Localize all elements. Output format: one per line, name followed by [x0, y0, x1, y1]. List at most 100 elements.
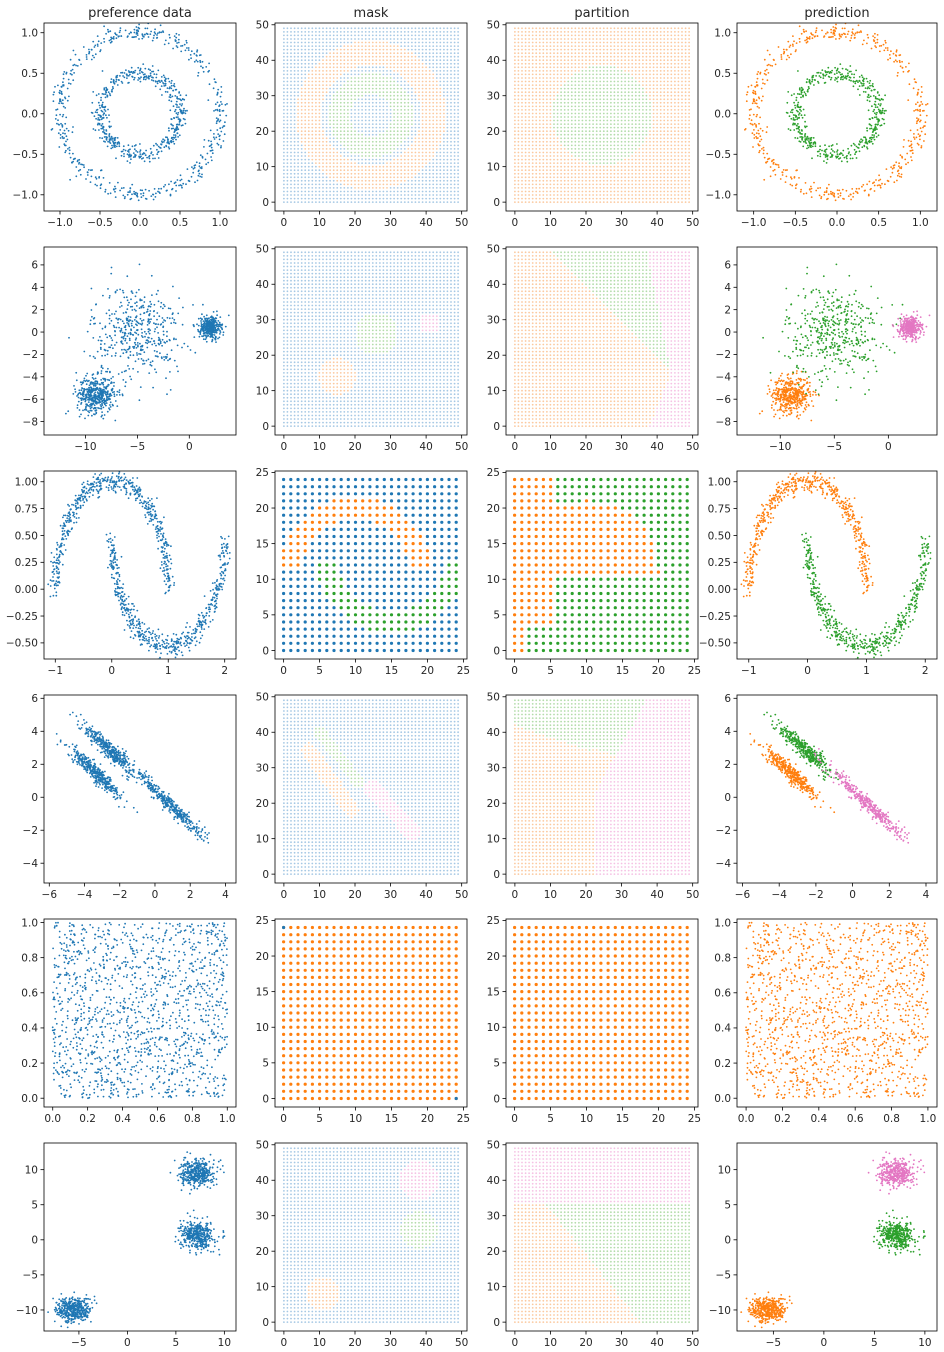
- grid-point: [443, 140, 445, 143]
- grid-point: [311, 109, 314, 111]
- grid-point: [595, 137, 598, 140]
- grid-point: [311, 130, 314, 133]
- grid-point: [382, 133, 385, 136]
- grid-point: [382, 119, 385, 122]
- grid-point: [357, 119, 360, 122]
- data-point: [104, 91, 107, 93]
- grid-point: [418, 137, 420, 140]
- grid-point: [588, 48, 591, 51]
- grid-point: [368, 201, 371, 204]
- grid-point: [389, 62, 392, 65]
- data-point: [148, 189, 151, 192]
- data-point: [163, 141, 165, 143]
- data-point: [216, 91, 219, 94]
- grid-point: [585, 151, 587, 154]
- grid-point: [428, 41, 431, 44]
- grid-point: [421, 137, 424, 140]
- grid-point: [368, 73, 371, 76]
- data-point: [133, 148, 136, 151]
- grid-point: [304, 158, 307, 161]
- grid-point: [300, 183, 303, 186]
- grid-point: [602, 130, 605, 133]
- grid-point: [418, 165, 420, 168]
- grid-point: [396, 140, 399, 143]
- grid-point: [432, 112, 435, 115]
- grid-point: [613, 48, 616, 51]
- grid-point: [432, 84, 435, 86]
- data-point: [122, 145, 125, 148]
- grid-point: [322, 109, 324, 111]
- grid-point: [602, 169, 605, 172]
- grid-point: [606, 158, 609, 161]
- grid-point: [613, 183, 616, 186]
- grid-point: [521, 31, 523, 33]
- data-point: [123, 72, 126, 74]
- grid-point: [315, 190, 317, 193]
- grid-point: [343, 80, 346, 83]
- grid-point: [542, 183, 545, 186]
- grid-point: [421, 66, 424, 69]
- grid-point: [549, 197, 552, 200]
- grid-point: [329, 148, 331, 150]
- grid-point: [599, 116, 602, 118]
- data-point: [162, 74, 165, 77]
- grid-point: [357, 176, 360, 179]
- data-point: [104, 93, 107, 95]
- grid-point: [300, 112, 303, 115]
- grid-point: [538, 169, 541, 172]
- data-point: [109, 94, 112, 97]
- grid-point: [563, 98, 566, 101]
- grid-point: [578, 80, 580, 83]
- grid-point: [549, 101, 552, 104]
- grid-point: [297, 119, 299, 122]
- grid-point: [379, 130, 381, 133]
- grid-point: [339, 31, 342, 33]
- grid-point: [382, 31, 385, 33]
- grid-point: [542, 176, 545, 179]
- grid-point: [418, 144, 420, 147]
- grid-point: [297, 112, 299, 115]
- grid-point: [528, 55, 530, 58]
- grid-point: [549, 140, 552, 143]
- grid-point: [428, 66, 431, 69]
- grid-point: [453, 109, 456, 111]
- grid-point: [531, 109, 534, 111]
- grid-point: [567, 169, 570, 172]
- grid-point: [542, 38, 545, 40]
- grid-point: [339, 84, 342, 86]
- grid-point: [610, 84, 612, 86]
- grid-point: [574, 116, 577, 118]
- grid-point: [364, 158, 367, 161]
- grid-point: [350, 148, 353, 150]
- grid-point: [414, 169, 417, 172]
- grid-point: [549, 148, 552, 150]
- data-point: [75, 166, 78, 168]
- grid-point: [585, 80, 587, 83]
- grid-point: [400, 126, 403, 129]
- grid-point: [318, 123, 321, 125]
- grid-point: [322, 176, 324, 179]
- grid-point: [428, 27, 431, 30]
- grid-point: [421, 172, 424, 175]
- grid-point: [588, 140, 591, 143]
- grid-point: [610, 133, 612, 136]
- grid-point: [290, 73, 292, 76]
- data-point: [59, 137, 62, 139]
- grid-point: [368, 27, 371, 30]
- grid-point: [311, 140, 314, 143]
- data-point: [186, 47, 188, 49]
- grid-point: [350, 41, 353, 44]
- grid-point: [350, 165, 353, 168]
- grid-point: [315, 187, 317, 189]
- grid-point: [382, 148, 385, 150]
- grid-point: [371, 169, 374, 172]
- grid-point: [375, 98, 378, 101]
- grid-point: [414, 59, 417, 62]
- grid-point: [325, 201, 328, 204]
- grid-point: [396, 45, 399, 47]
- grid-point: [521, 38, 523, 40]
- grid-point: [315, 183, 317, 186]
- grid-point: [581, 80, 584, 83]
- data-point: [175, 138, 177, 141]
- grid-point: [549, 59, 552, 62]
